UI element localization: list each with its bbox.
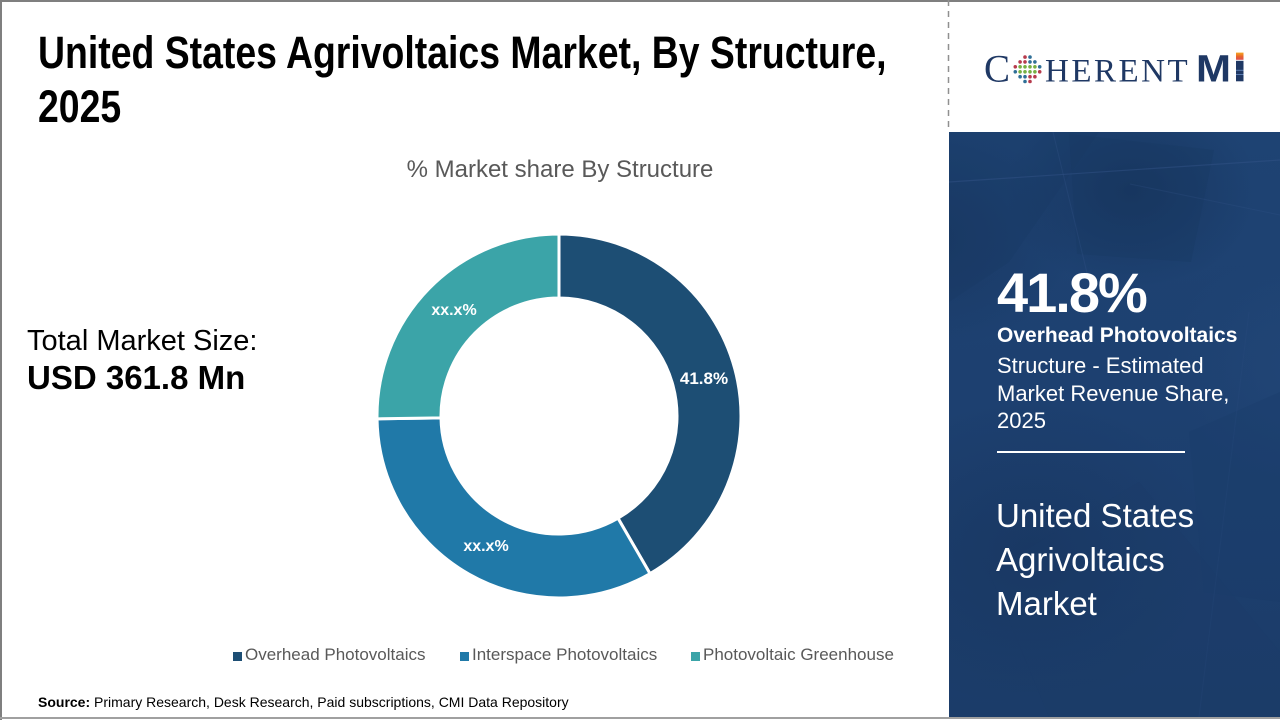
svg-text:HERENT: HERENT — [1045, 53, 1190, 87]
svg-text:C: C — [984, 47, 1010, 87]
svg-text:M: M — [1196, 48, 1231, 87]
